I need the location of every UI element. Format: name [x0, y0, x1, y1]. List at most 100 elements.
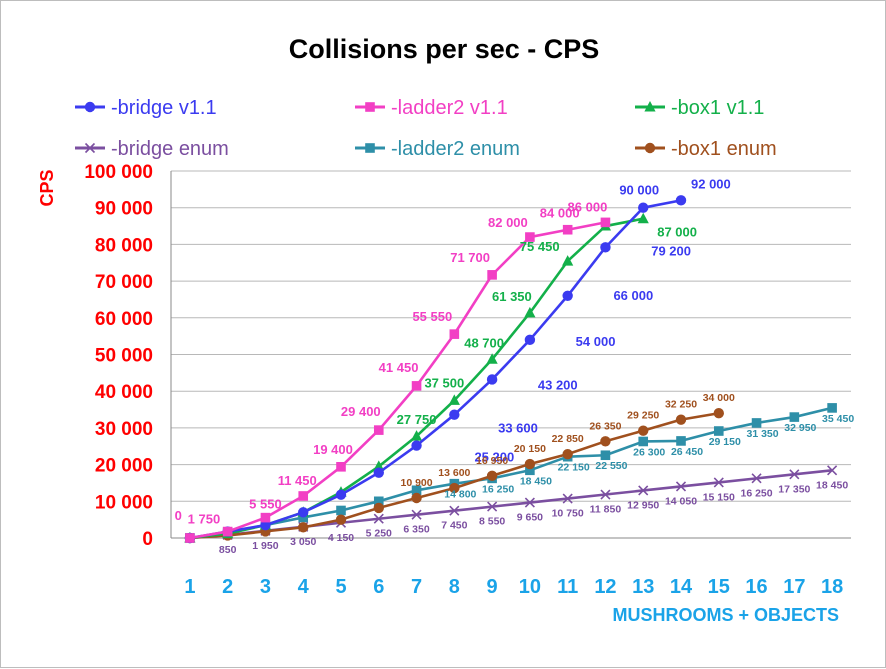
data-point	[600, 436, 611, 447]
data-label-bridge-enum: 4 150	[328, 532, 354, 544]
data-label-box1-enum: 20 150	[514, 443, 546, 455]
y-tick-label: 30 000	[95, 419, 153, 440]
data-label-ladder2-v1-1: 29 400	[341, 404, 381, 419]
data-point	[827, 465, 838, 476]
data-point	[411, 381, 422, 391]
data-label-box1-enum: 34 000	[703, 392, 735, 404]
x-axis-ticks: 1 2 3 4 5 6 7 8 9 10 11 12 13 14 15 16 17 18	[184, 576, 843, 598]
data-point	[449, 482, 460, 494]
data-label-bridge-enum: 18 450	[816, 479, 848, 491]
series-layer	[184, 195, 838, 544]
data-label-ladder2-v1-1: 0	[175, 508, 182, 523]
data-point	[298, 491, 309, 501]
y-axis-ticks: 0 10 000 20 000 30 000 40 000 50 000 60 000 70 …	[84, 162, 153, 550]
data-label-ladder2-enum: 35 450	[822, 413, 854, 425]
data-label-bridge-v1-1: 79 200	[651, 243, 691, 258]
data-point	[373, 496, 384, 507]
x-tick-label: 12	[594, 576, 616, 598]
data-label-bridge-enum: 11 850	[590, 504, 622, 516]
data-label-box1-enum: 10 900	[400, 477, 432, 489]
data-point	[298, 522, 309, 533]
legend-marker	[644, 142, 656, 154]
data-label-bridge-enum: 850	[219, 544, 237, 556]
data-point	[600, 450, 611, 461]
data-point	[410, 430, 423, 441]
data-label-bridge-enum: 12 950	[627, 499, 659, 511]
data-label-ladder2-v1-1: 19 400	[313, 442, 353, 457]
x-tick-label: 9	[487, 576, 498, 598]
data-label-box1-v1-1: 48 700	[464, 335, 504, 350]
data-label-box1-v1-1: 37 500	[424, 375, 464, 390]
data-label-box1-enum: 26 350	[589, 420, 621, 432]
y-axis-label: CPS	[37, 169, 57, 206]
data-point	[524, 497, 535, 508]
data-point	[298, 507, 309, 518]
legend-marker	[365, 102, 375, 112]
data-label-ladder2-v1-1: 1 750	[188, 512, 221, 527]
data-point	[562, 224, 573, 235]
data-label-box1-v1-1: 87 000	[657, 225, 697, 240]
y-tick-label: 0	[142, 529, 153, 550]
data-label-ladder2-enum: 14 800	[444, 489, 476, 501]
y-tick-label: 10 000	[95, 492, 153, 513]
data-point	[751, 418, 762, 428]
data-point	[562, 493, 573, 504]
data-point	[486, 374, 498, 385]
x-tick-label: 3	[260, 576, 271, 598]
data-point	[222, 526, 233, 537]
legend-item-bridge-v1-1: -bridge v1.1	[75, 97, 217, 119]
data-point	[600, 242, 611, 253]
data-point	[525, 465, 535, 476]
data-point	[411, 485, 422, 496]
y-tick-label: 70 000	[95, 272, 153, 293]
data-label-bridge-v1-1: 90 000	[619, 183, 659, 198]
legend-label: -box1 v1.1	[671, 97, 764, 119]
x-tick-label: 4	[298, 576, 310, 598]
x-axis-label: MUSHROOMS + OBJECTS	[612, 605, 839, 625]
data-point	[524, 306, 536, 318]
data-point	[637, 212, 649, 224]
x-tick-label: 7	[411, 576, 422, 598]
data-label-ladder2-enum: 22 550	[595, 460, 627, 472]
data-label-bridge-v1-1: 92 000	[691, 176, 731, 191]
data-point	[524, 334, 536, 346]
legend-item-ladder2-v1-1: -ladder2 v1.1	[355, 97, 508, 119]
legend-marker	[84, 101, 96, 113]
data-label-bridge-v1-1: 25 200	[474, 450, 514, 465]
data-point	[260, 519, 271, 531]
y-tick-label: 60 000	[95, 309, 153, 330]
series-bridge-v1-1	[184, 195, 687, 544]
data-label-ladder2-enum: 29 150	[709, 436, 741, 448]
data-point	[185, 533, 195, 543]
x-tick-label: 16	[745, 576, 767, 598]
legend-label: -box1 enum	[671, 138, 777, 160]
data-point	[675, 195, 687, 206]
legend-item-ladder2-enum: -ladder2 enum	[355, 138, 520, 160]
data-point	[373, 425, 384, 435]
data-label-bridge-enum: 10 750	[552, 508, 584, 520]
data-point	[335, 514, 347, 525]
legend-marker	[365, 143, 375, 153]
legend: -bridge v1.1 -ladder2 v1.1 -box1 v1.1 -brid…	[75, 97, 777, 160]
legend-item-box1-enum: -box1 enum	[635, 138, 777, 160]
series-line	[189, 406, 833, 540]
data-label-bridge-enum: 7 450	[441, 520, 467, 532]
data-label-bridge-v1-1: 33 600	[498, 421, 538, 436]
data-label-ladder2-enum: 16 250	[482, 483, 514, 495]
data-point	[486, 470, 498, 481]
data-labels: 25 200 33 600 43 200 54 000 66 000 79 200 90 0…	[175, 176, 855, 556]
x-tick-label: 17	[783, 576, 805, 598]
legend-label: -bridge enum	[111, 138, 229, 160]
data-label-ladder2-v1-1: 86 000	[568, 199, 608, 214]
x-tick-label: 15	[708, 576, 730, 598]
data-label-box1-v1-1: 61 350	[492, 289, 532, 304]
data-label-ladder2-enum: 22 150	[558, 462, 590, 474]
data-point	[525, 232, 535, 242]
data-label-ladder2-v1-1: 84 000	[540, 206, 580, 221]
data-point	[789, 469, 800, 480]
data-point	[713, 477, 724, 488]
legend-label: -ladder2 v1.1	[391, 97, 508, 119]
data-point	[638, 436, 649, 447]
data-point	[676, 436, 686, 446]
data-label-bridge-v1-1: 43 200	[538, 377, 578, 392]
